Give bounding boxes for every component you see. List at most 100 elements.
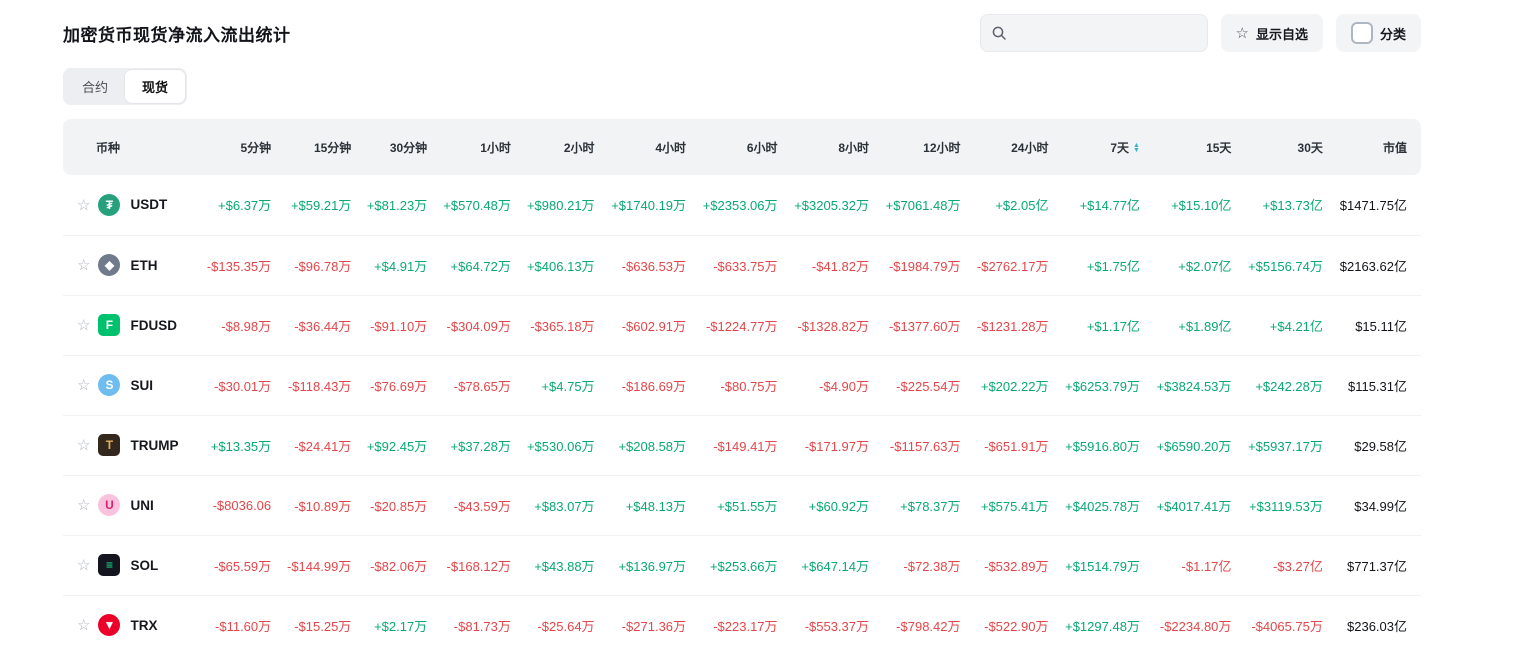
flow-value-cell: +$5916.80万 — [1053, 415, 1145, 476]
flow-value-cell: +$1.17亿 — [1053, 295, 1145, 356]
column-header[interactable]: 6小时 — [691, 119, 783, 175]
category-checkbox[interactable] — [1350, 22, 1373, 44]
flow-value-cell: +$4.91万 — [356, 235, 433, 296]
coin-name[interactable]: SOL — [130, 557, 159, 573]
flow-value-cell: +$575.41万 — [965, 475, 1054, 536]
column-header-label: 8小时 — [838, 140, 870, 155]
coin-name[interactable]: SUI — [130, 377, 153, 393]
tab-contracts[interactable]: 合约 — [82, 80, 109, 95]
tab-spot[interactable]: 现货 — [125, 70, 186, 103]
market-cap-cell: $115.31亿 — [1327, 355, 1421, 416]
favorite-star-icon[interactable]: ☆ — [77, 196, 91, 214]
flow-value-cell: +$83.07万 — [515, 475, 600, 536]
favorite-star-icon[interactable]: ☆ — [77, 257, 91, 274]
trx-coin-icon: ▼ — [98, 614, 121, 636]
flow-value-cell: -$1377.60万 — [874, 295, 966, 356]
coin-name[interactable]: TRX — [130, 617, 158, 633]
flow-value-cell: -$1231.28万 — [965, 295, 1054, 356]
column-header[interactable]: 8小时 — [782, 119, 875, 175]
favorite-star-icon[interactable]: ☆ — [77, 617, 91, 634]
flow-value-cell: -$76.69万 — [356, 355, 433, 416]
column-header[interactable]: 12小时 — [874, 119, 966, 175]
flows-table: 币种 5分钟 15分钟 30分钟 1小时 2小时 4小时 6小时 8小时 12小时 24小时 7天 ▲ ▼… — [63, 119, 1421, 653]
flow-value-cell: +$3119.53万 — [1236, 475, 1328, 536]
show-favorites-button[interactable]: ☆ 显示自选 — [1220, 14, 1323, 52]
flow-value-cell: -$11.60万 — [196, 595, 277, 653]
flow-value-cell: -$3.27亿 — [1236, 535, 1328, 596]
favorite-star-icon[interactable]: ☆ — [77, 557, 91, 574]
coin-cell: ☆ U UNI — [63, 475, 196, 536]
table-row: ☆ T TRUMP +$13.35万 -$24.41万 +$92.45万 +$37.28万 +… — [63, 415, 1421, 476]
flow-value-cell: -$798.42万 — [874, 595, 966, 653]
flow-value-cell: +$570.48万 — [432, 175, 516, 236]
column-header[interactable]: 2小时 — [515, 119, 600, 175]
flow-value-cell: -$15.25万 — [276, 595, 357, 653]
flow-value-cell: +$136.97万 — [599, 535, 692, 596]
flow-value-cell: +$6.37万 — [196, 175, 277, 236]
column-header[interactable]: 15分钟 — [276, 119, 357, 175]
sui-coin-icon: S — [98, 374, 121, 396]
flow-value-cell: -$81.73万 — [432, 595, 516, 653]
column-header[interactable]: 15天 — [1144, 119, 1237, 175]
coin-cell: ☆ S SUI — [63, 355, 196, 416]
trump-coin-icon: T — [98, 434, 121, 456]
column-header-label: 币种 — [96, 140, 121, 155]
column-header[interactable]: 5分钟 — [196, 119, 277, 175]
coin-name[interactable]: USDT — [130, 197, 168, 213]
flow-value-cell: -$225.54万 — [874, 355, 966, 416]
flow-value-cell: +$6590.20万 — [1144, 415, 1237, 476]
flow-value-cell: -$10.89万 — [276, 475, 357, 536]
flow-value-cell: +$4.21亿 — [1236, 295, 1328, 356]
column-header-label: 24小时 — [1011, 140, 1049, 155]
coin-name[interactable]: UNI — [130, 497, 154, 513]
column-header[interactable]: 市值 — [1327, 119, 1421, 175]
flow-value-cell: +$3205.32万 — [782, 175, 875, 236]
table-row: ☆ ◆ ETH -$135.35万 -$96.78万 +$4.91万 +$64.72万 +$4… — [63, 235, 1421, 296]
favorite-star-icon[interactable]: ☆ — [77, 497, 91, 514]
search-box[interactable] — [979, 14, 1208, 52]
column-header-label: 7天 — [1110, 140, 1129, 155]
flow-value-cell: -$20.85万 — [356, 475, 433, 536]
flow-value-cell: +$7061.48万 — [874, 175, 966, 236]
flow-value-cell: +$530.06万 — [515, 415, 600, 476]
flow-value-cell: +$60.92万 — [782, 475, 875, 536]
flow-value-cell: -$135.35万 — [196, 235, 277, 296]
flow-value-cell: +$242.28万 — [1236, 355, 1328, 416]
flow-value-cell: +$13.73亿 — [1236, 175, 1328, 236]
flow-value-cell: -$24.41万 — [276, 415, 357, 476]
flow-value-cell: -$168.12万 — [432, 535, 516, 596]
market-cap-cell: $15.11亿 — [1327, 295, 1421, 356]
flow-value-cell: -$82.06万 — [356, 535, 433, 596]
flow-value-cell: +$59.21万 — [276, 175, 357, 236]
search-input[interactable] — [1013, 25, 1197, 41]
favorite-star-icon[interactable]: ☆ — [77, 317, 91, 334]
flow-value-cell: -$43.59万 — [432, 475, 516, 536]
star-icon: ☆ — [1235, 25, 1249, 42]
flow-value-cell: +$43.88万 — [515, 535, 600, 596]
flow-value-cell: +$2.05亿 — [965, 175, 1054, 236]
search-icon — [991, 25, 1007, 41]
flow-value-cell: -$25.64万 — [515, 595, 600, 653]
flow-value-cell: +$647.14万 — [782, 535, 875, 596]
flow-value-cell: -$271.36万 — [599, 595, 692, 653]
coin-name[interactable]: FDUSD — [130, 317, 177, 333]
column-header[interactable]: 30天 — [1236, 119, 1328, 175]
column-header[interactable]: 24小时 — [965, 119, 1054, 175]
favorite-star-icon[interactable]: ☆ — [77, 377, 91, 394]
category-toggle[interactable]: 分类 — [1335, 14, 1421, 52]
column-header[interactable]: 4小时 — [599, 119, 692, 175]
flow-value-cell: -$80.75万 — [691, 355, 783, 416]
column-header[interactable]: 7天 ▲ ▼ — [1053, 119, 1145, 175]
column-header[interactable]: 30分钟 — [356, 119, 433, 175]
column-header[interactable]: 币种 — [63, 119, 196, 175]
coin-name[interactable]: ETH — [130, 257, 158, 273]
favorite-star-icon[interactable]: ☆ — [77, 437, 91, 454]
table-row: ☆ ≡ SOL -$65.59万 -$144.99万 -$82.06万 -$168.12万 +… — [63, 535, 1421, 596]
flow-value-cell: -$1984.79万 — [874, 235, 966, 296]
sort-icon[interactable]: ▲ ▼ — [1133, 141, 1140, 155]
flow-value-cell: +$37.28万 — [432, 415, 516, 476]
flow-value-cell: +$64.72万 — [432, 235, 516, 296]
column-header[interactable]: 1小时 — [432, 119, 516, 175]
coin-name[interactable]: TRUMP — [130, 437, 179, 453]
market-cap-cell: $34.99亿 — [1327, 475, 1421, 536]
